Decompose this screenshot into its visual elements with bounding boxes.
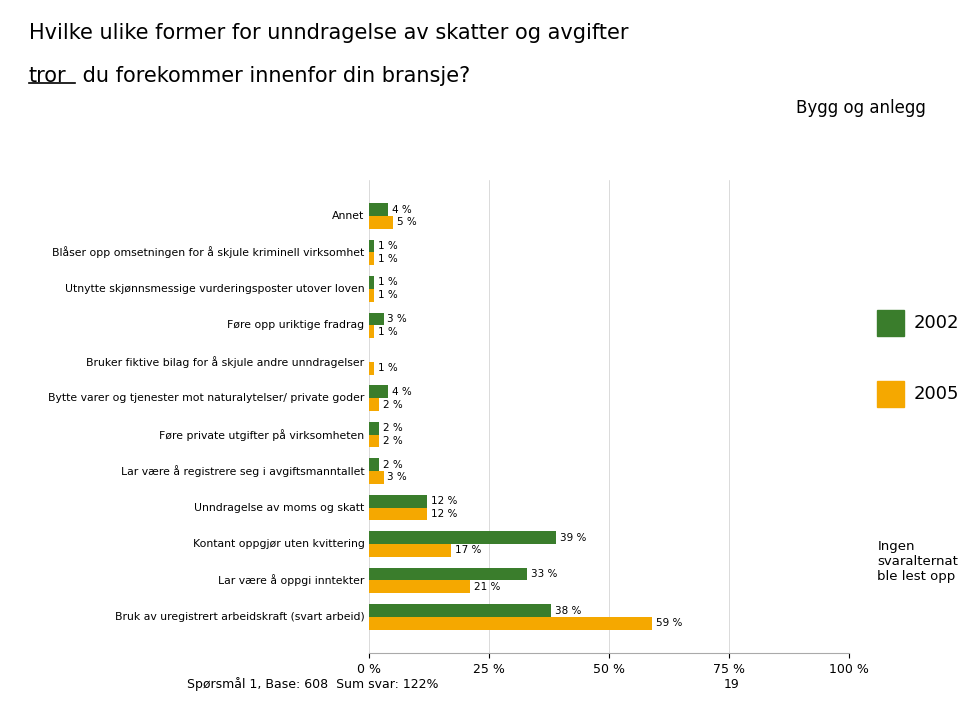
Text: Unndragelse av moms og skatt: Unndragelse av moms og skatt [194,503,364,513]
Text: Bygg og anlegg: Bygg og anlegg [796,99,925,117]
Text: 1 %: 1 % [378,363,398,373]
Bar [369,580,470,593]
Bar [369,362,374,375]
Bar [369,458,379,471]
Text: Føre opp uriktige fradrag: Føre opp uriktige fradrag [227,320,364,330]
Text: 1 %: 1 % [378,277,398,287]
Text: 2 %: 2 % [383,460,403,470]
Bar [877,309,904,336]
Bar [369,422,379,434]
Text: Bruker fiktive bilag for å skjule andre unndragelser: Bruker fiktive bilag for å skjule andre … [86,356,364,368]
Bar [369,434,379,447]
Bar [369,203,388,216]
Text: Føre private utgifter på virksomheten: Føre private utgifter på virksomheten [159,429,364,441]
Text: 2 %: 2 % [383,424,403,433]
Bar [369,544,451,556]
Text: 1 %: 1 % [378,327,398,337]
Text: Spørsmål 1, Base: 608  Sum svar: 122%: Spørsmål 1, Base: 608 Sum svar: 122% [187,677,438,691]
Bar [369,276,374,289]
Text: 3 %: 3 % [387,472,408,482]
Text: 2002: 2002 [913,314,959,332]
Text: Kontant oppgjør uten kvittering: Kontant oppgjør uten kvittering [193,539,364,549]
Bar [369,216,393,229]
Text: Utnytte skjønnsmessige vurderingsposter utover loven: Utnytte skjønnsmessige vurderingsposter … [65,284,364,294]
Bar [369,240,374,253]
Text: 21 %: 21 % [474,582,501,592]
Bar [369,508,427,521]
Text: 2 %: 2 % [383,436,403,446]
Text: 3 %: 3 % [387,314,408,324]
Text: Lar være å oppgi inntekter: Lar være å oppgi inntekter [218,574,364,587]
Text: Lar være å registrere seg i avgiftsmanntallet: Lar være å registrere seg i avgiftsmannt… [121,465,364,477]
Text: 12 %: 12 % [431,496,457,506]
Bar [369,531,556,544]
Text: tror: tror [29,66,66,86]
Bar [369,604,551,617]
Text: Bruk av uregistrert arbeidskraft (svart arbeid): Bruk av uregistrert arbeidskraft (svart … [115,612,364,622]
Text: 1 %: 1 % [378,253,398,264]
Text: 17 %: 17 % [455,546,481,556]
Bar [369,253,374,265]
Text: Annet: Annet [332,211,364,221]
Text: 12 %: 12 % [431,509,457,519]
Text: 59 %: 59 % [656,618,683,628]
Text: 5 %: 5 % [397,218,417,228]
Bar [369,325,374,338]
Bar [369,495,427,508]
Text: 39 %: 39 % [560,533,587,543]
Text: Bytte varer og tjenester mot naturalytelser/ private goder: Bytte varer og tjenester mot naturalytel… [48,393,364,404]
Bar [369,471,384,484]
Text: 19: 19 [724,678,739,691]
Bar [369,386,388,398]
Text: 1 %: 1 % [378,241,398,251]
Text: 4 %: 4 % [392,205,412,215]
Bar [369,312,384,325]
Text: 2 %: 2 % [383,400,403,409]
Text: 38 %: 38 % [555,605,582,615]
Text: du forekommer innenfor din bransje?: du forekommer innenfor din bransje? [76,66,470,86]
Text: Hvilke ulike former for unndragelse av skatter og avgifter: Hvilke ulike former for unndragelse av s… [29,23,628,43]
Text: 4 %: 4 % [392,387,412,397]
Text: Blåser opp omsetningen for å skjule kriminell virksomhet: Blåser opp omsetningen for å skjule krim… [52,246,364,258]
Text: 2005: 2005 [913,385,959,404]
Bar [369,289,374,302]
Bar [369,398,379,411]
Text: 33 %: 33 % [531,569,558,579]
Bar [369,568,527,580]
Bar [369,617,652,630]
Text: 1 %: 1 % [378,290,398,300]
Text: Ingen
svaralternativer
ble lest opp: Ingen svaralternativer ble lest opp [877,540,959,582]
Bar [877,381,904,407]
